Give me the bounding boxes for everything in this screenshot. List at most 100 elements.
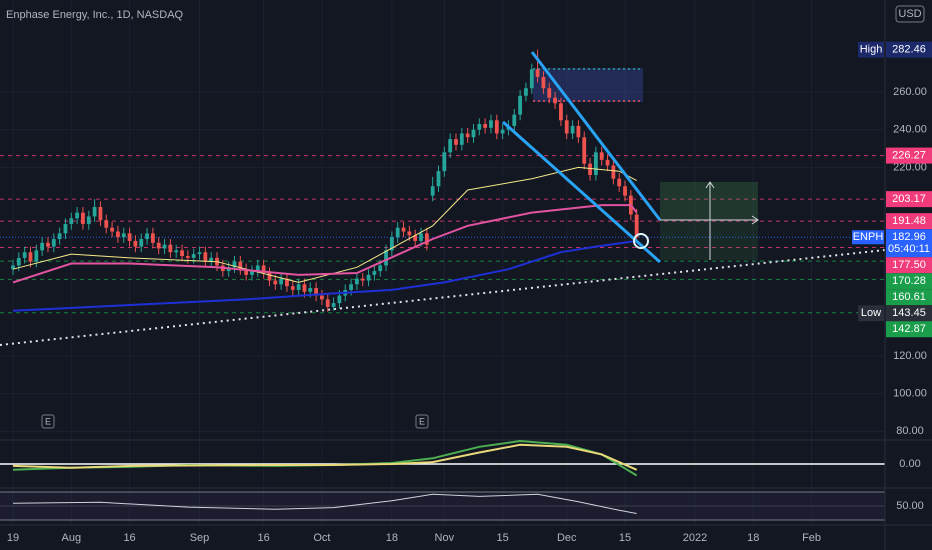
x-tick-label: 15 bbox=[496, 532, 508, 544]
candle-body bbox=[40, 242, 45, 251]
level-tag bbox=[886, 305, 932, 322]
overlay: 19 Aug 16 Sep 16 Oct 18 Nov 15 Dec 15 2022 18 Feb 260.… bbox=[7, 41, 932, 544]
candle-body bbox=[331, 303, 336, 307]
candle-body bbox=[611, 165, 616, 179]
y-tick-label: 220.00 bbox=[893, 161, 927, 173]
candle-body bbox=[465, 133, 470, 138]
candle-body bbox=[250, 271, 254, 275]
candles bbox=[11, 49, 639, 312]
range-box bbox=[533, 68, 643, 102]
x-tick-label: Nov bbox=[435, 532, 455, 544]
candle-body bbox=[150, 233, 155, 243]
candle-body bbox=[16, 257, 21, 266]
candle-body bbox=[121, 233, 126, 238]
x-tick-label: 18 bbox=[747, 532, 759, 544]
candle-body bbox=[133, 240, 138, 247]
candle-body bbox=[209, 257, 214, 262]
x-tick-label: Oct bbox=[313, 532, 330, 544]
candle-body bbox=[570, 125, 575, 134]
y-tick-label: 50.00 bbox=[896, 500, 924, 512]
earnings-icon: E bbox=[41, 414, 55, 429]
level-tag bbox=[886, 191, 932, 208]
countdown: 05:40:11 bbox=[888, 243, 930, 255]
candle-body bbox=[483, 124, 488, 128]
candle-body bbox=[296, 284, 301, 290]
candle-body bbox=[553, 97, 557, 104]
candle-body bbox=[355, 278, 359, 285]
x-tick-label: 15 bbox=[619, 532, 631, 544]
candle-body bbox=[46, 242, 50, 247]
candle-body bbox=[267, 272, 272, 281]
candle-body bbox=[238, 261, 243, 270]
candle-body bbox=[448, 139, 453, 153]
currency-box bbox=[895, 5, 925, 23]
candle-body bbox=[203, 252, 208, 262]
candle-body bbox=[559, 103, 563, 121]
candle-body bbox=[372, 271, 377, 275]
y-tick-label: 260.00 bbox=[893, 86, 927, 98]
candle-body bbox=[518, 95, 523, 115]
candle-body bbox=[185, 256, 190, 258]
symbol-tag bbox=[852, 230, 884, 245]
svg-text:E: E bbox=[419, 416, 425, 426]
candle-body bbox=[430, 186, 435, 196]
candle-body bbox=[500, 129, 505, 134]
level-name-tag bbox=[858, 305, 884, 322]
candle-body bbox=[139, 239, 144, 247]
last-price: 182.96 bbox=[892, 231, 926, 243]
position-risk bbox=[660, 220, 758, 260]
candle-body bbox=[454, 139, 458, 145]
candle-body bbox=[197, 252, 202, 255]
candle-body bbox=[110, 227, 114, 232]
symbol: ENPH bbox=[853, 231, 884, 243]
level-label: 177.50 bbox=[892, 259, 926, 271]
candle-body bbox=[471, 129, 476, 138]
candle-body bbox=[424, 233, 429, 245]
level-tag bbox=[886, 289, 932, 306]
level-label: 160.61 bbox=[892, 291, 926, 303]
candle-body bbox=[337, 295, 342, 304]
level-name: Low bbox=[861, 307, 881, 319]
candle-body bbox=[156, 242, 161, 249]
candle-body bbox=[92, 206, 97, 217]
y-tick-label: 120.00 bbox=[893, 350, 927, 362]
candle-body bbox=[564, 120, 569, 134]
candle-body bbox=[127, 233, 132, 241]
level-tag bbox=[886, 147, 932, 164]
x-tick-label: 16 bbox=[258, 532, 270, 544]
level-label: 226.27 bbox=[892, 149, 926, 161]
position-profit bbox=[660, 182, 758, 220]
candle-body bbox=[599, 152, 604, 160]
candle-body bbox=[75, 212, 80, 219]
candle-body bbox=[314, 288, 319, 296]
candle-body bbox=[605, 159, 610, 166]
candle-body bbox=[162, 244, 167, 249]
candle-body bbox=[57, 233, 62, 240]
grid bbox=[0, 0, 885, 525]
x-tick-label: Sep bbox=[190, 532, 210, 544]
candle-body bbox=[442, 152, 447, 172]
candle-body bbox=[535, 69, 540, 77]
arrow-v-head bbox=[705, 181, 715, 189]
candle-body bbox=[529, 69, 534, 89]
candle-body bbox=[51, 239, 56, 247]
candle-body bbox=[81, 212, 85, 224]
candle-body bbox=[302, 284, 307, 292]
candle-body bbox=[261, 265, 266, 273]
candle-body bbox=[325, 299, 330, 307]
candle-body bbox=[489, 120, 493, 128]
y-tick-label: 80.00 bbox=[896, 425, 924, 437]
candle-body bbox=[634, 214, 639, 238]
candle-body bbox=[541, 76, 546, 89]
x-tick-label: 18 bbox=[386, 532, 398, 544]
candle-body bbox=[593, 152, 598, 175]
level-name-tag bbox=[858, 41, 884, 58]
candle-body bbox=[86, 216, 91, 224]
level-tag bbox=[886, 213, 932, 230]
level-tag bbox=[886, 41, 932, 58]
candle-body bbox=[174, 250, 179, 253]
candle-body bbox=[547, 88, 552, 98]
candle-body bbox=[98, 206, 103, 221]
candle-body bbox=[576, 125, 581, 138]
level-tag bbox=[886, 257, 932, 274]
